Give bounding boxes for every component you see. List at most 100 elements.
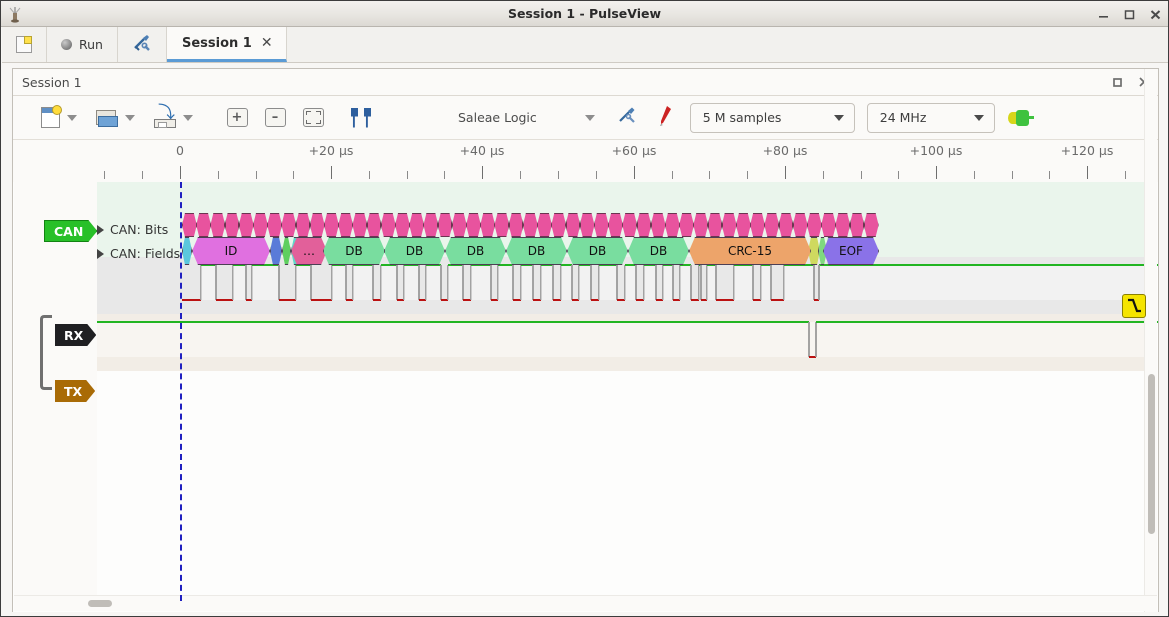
can-bit-annotation[interactable] <box>409 213 424 237</box>
can-bit-annotation[interactable] <box>196 213 211 237</box>
save-file-dropdown-icon[interactable] <box>183 114 193 121</box>
can-bit-annotation[interactable] <box>779 213 794 237</box>
time-cursor-line[interactable] <box>180 182 182 601</box>
vertical-scrollbar[interactable] <box>1144 69 1157 612</box>
device-config-button[interactable] <box>614 105 640 131</box>
can-bit-annotation[interactable] <box>225 213 240 237</box>
can-bit-annotation[interactable] <box>807 213 822 237</box>
can-bit-annotation[interactable] <box>509 213 524 237</box>
new-file-dropdown-icon[interactable] <box>67 114 77 121</box>
panel-float-icon[interactable] <box>1112 73 1123 92</box>
sample-rate-combo[interactable]: 24 MHz <box>866 102 995 133</box>
can-bit-annotation[interactable] <box>367 213 382 237</box>
can-bit-annotation[interactable] <box>338 213 353 237</box>
session-settings-button[interactable] <box>118 27 167 62</box>
save-file-button[interactable]: ⤵ <box>154 105 176 128</box>
can-field-annotation[interactable]: DB <box>384 237 445 265</box>
can-bit-annotation[interactable] <box>722 213 737 237</box>
can-bit-annotation[interactable] <box>580 213 595 237</box>
can-bit-annotation[interactable] <box>310 213 325 237</box>
can-field-annotation[interactable] <box>282 237 291 265</box>
close-icon[interactable] <box>1149 8 1162 21</box>
channel-badge-rx[interactable]: RX <box>55 324 96 346</box>
sample-count-combo[interactable]: 5 M samples <box>689 102 855 133</box>
device-selector-dropdown-icon[interactable] <box>584 114 595 121</box>
can-bit-annotation[interactable] <box>637 213 652 237</box>
can-field-annotation[interactable]: DB <box>628 237 689 265</box>
can-bit-annotation[interactable] <box>182 213 197 237</box>
device-selector-label[interactable]: Saleae Logic <box>458 110 537 125</box>
show-cursors-button[interactable] <box>350 105 376 131</box>
can-field-annotation[interactable]: EOF <box>823 237 879 265</box>
trigger-marker[interactable] <box>1122 294 1146 318</box>
can-bit-annotation[interactable] <box>566 213 581 237</box>
can-bit-annotation[interactable] <box>480 213 495 237</box>
can-bit-annotation[interactable] <box>850 213 865 237</box>
vertical-scrollbar-thumb[interactable] <box>1148 374 1155 534</box>
can-bit-annotation[interactable] <box>864 213 879 237</box>
can-field-annotation[interactable] <box>182 237 192 265</box>
can-bit-annotation[interactable] <box>523 213 538 237</box>
channel-badge-tx[interactable]: TX <box>55 380 95 402</box>
can-bit-annotation[interactable] <box>764 213 779 237</box>
can-bit-annotation[interactable] <box>679 213 694 237</box>
open-file-dropdown-icon[interactable] <box>125 114 135 121</box>
track-label-can-bits[interactable]: CAN: Bits <box>97 222 168 237</box>
can-bit-annotation[interactable] <box>693 213 708 237</box>
can-bit-annotation[interactable] <box>835 213 850 237</box>
decoder-badge-can[interactable]: CAN <box>44 220 97 242</box>
probe-button[interactable] <box>652 105 678 131</box>
can-bit-annotation[interactable] <box>750 213 765 237</box>
expand-triangle-icon[interactable] <box>97 248 104 259</box>
can-bit-annotation[interactable] <box>494 213 509 237</box>
new-session-button[interactable] <box>2 27 47 62</box>
tab-session-1[interactable]: Session 1 ✕ <box>166 27 287 62</box>
can-field-annotation[interactable]: DB <box>506 237 567 265</box>
can-field-annotation[interactable]: DB <box>323 237 385 265</box>
can-bit-annotation[interactable] <box>239 213 254 237</box>
can-bit-annotation[interactable] <box>267 213 282 237</box>
can-field-annotation[interactable]: CRC-15 <box>689 237 811 265</box>
can-field-annotation[interactable]: ID <box>192 237 270 265</box>
run-button[interactable]: Run <box>47 27 118 62</box>
maximize-icon[interactable] <box>1123 8 1136 21</box>
can-bit-annotation[interactable] <box>296 213 311 237</box>
can-bit-annotation[interactable] <box>381 213 396 237</box>
can-bit-annotation[interactable] <box>708 213 723 237</box>
can-bit-annotation[interactable] <box>210 213 225 237</box>
can-bit-annotation[interactable] <box>352 213 367 237</box>
zoom-fit-button[interactable] <box>300 105 326 131</box>
can-field-annotation[interactable] <box>270 237 282 265</box>
can-field-annotation[interactable]: DB <box>567 237 628 265</box>
can-bit-annotation[interactable] <box>551 213 566 237</box>
horizontal-scrollbar-thumb[interactable] <box>88 600 112 607</box>
can-field-annotation[interactable]: … <box>291 237 327 265</box>
can-bit-annotation[interactable] <box>438 213 453 237</box>
can-bit-annotation[interactable] <box>821 213 836 237</box>
tab-close-icon[interactable]: ✕ <box>260 35 273 51</box>
device-connect-button[interactable] <box>1007 105 1034 131</box>
can-bit-annotation[interactable] <box>423 213 438 237</box>
can-bit-annotation[interactable] <box>452 213 467 237</box>
expand-triangle-icon[interactable] <box>97 224 104 235</box>
horizontal-scrollbar[interactable] <box>14 595 1157 611</box>
can-bit-annotation[interactable] <box>651 213 666 237</box>
can-bit-annotation[interactable] <box>253 213 268 237</box>
can-bit-annotation[interactable] <box>665 213 680 237</box>
can-bit-annotation[interactable] <box>608 213 623 237</box>
can-bit-annotation[interactable] <box>324 213 339 237</box>
trace-canvas[interactable]: CAN CAN: Bits CAN: Fields RX TX ID … DB DB D… <box>13 182 1158 601</box>
open-file-button[interactable] <box>96 109 118 127</box>
can-bit-annotation[interactable] <box>594 213 609 237</box>
can-bit-annotation[interactable] <box>395 213 410 237</box>
minimize-icon[interactable] <box>1097 8 1110 21</box>
track-label-can-fields[interactable]: CAN: Fields <box>97 246 180 261</box>
zoom-out-button[interactable]: – <box>262 105 288 131</box>
new-file-button[interactable] <box>41 105 62 128</box>
zoom-in-button[interactable]: + <box>224 105 250 131</box>
can-bit-annotation[interactable] <box>736 213 751 237</box>
can-bit-annotation[interactable] <box>622 213 637 237</box>
can-bit-annotation[interactable] <box>281 213 296 237</box>
can-bit-annotation[interactable] <box>466 213 481 237</box>
time-ruler[interactable]: 0 +20 µs +40 µs +60 µs +80 µs +100 µs +120 µs <box>13 140 1158 182</box>
